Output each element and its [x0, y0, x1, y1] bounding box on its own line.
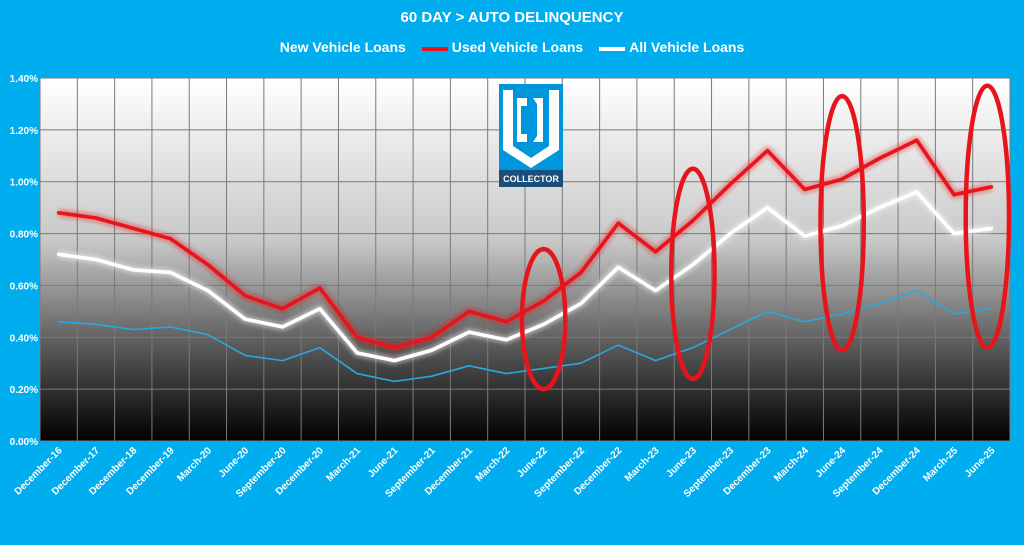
- x-tick-label: March-21: [324, 445, 363, 484]
- y-tick-label: 1.20%: [10, 126, 38, 137]
- x-tick-label: March-23: [623, 445, 662, 484]
- y-tick-label: 0.00%: [10, 437, 38, 448]
- x-axis: December-16December-17December-18Decembe…: [13, 445, 998, 500]
- x-tick-label: June-25: [963, 445, 998, 480]
- series-group: [56, 136, 994, 383]
- x-tick-label: March-20: [175, 445, 214, 484]
- legend-label-all: All Vehicle Loans: [629, 39, 745, 56]
- x-tick-label: March-22: [474, 445, 513, 484]
- legend-swatch-all: [599, 46, 626, 51]
- y-tick-label: 0.80%: [10, 230, 38, 241]
- series-line-0: [57, 289, 993, 383]
- legend: New Vehicle Loans Used Vehicle Loans All…: [0, 38, 1024, 55]
- legend-label-new: New Vehicle Loans: [279, 39, 406, 56]
- highlight-ellipse: [668, 166, 717, 382]
- x-tick-label: June-24: [814, 445, 849, 480]
- legend-item-all: All Vehicle Loans: [599, 39, 744, 55]
- series-line-2: [56, 190, 994, 363]
- cu-collector-logo: COLLECTOR: [499, 84, 563, 187]
- y-tick-label: 0.60%: [10, 281, 38, 292]
- legend-label-used: Used Vehicle Loans: [451, 39, 584, 56]
- chart-title: 60 DAY > AUTO DELINQUENCY: [400, 9, 624, 26]
- legend-item-new: New Vehicle Loans: [280, 39, 406, 55]
- highlight-ellipse: [519, 246, 568, 392]
- legend-swatch-used: [421, 46, 448, 51]
- y-tick-label: 1.40%: [10, 74, 38, 85]
- legend-item-used: Used Vehicle Loans: [421, 39, 584, 56]
- series-line-1: [56, 138, 994, 350]
- x-tick-label: June-21: [366, 445, 401, 480]
- x-tick-label: June-20: [217, 445, 252, 480]
- y-tick-label: 1.00%: [10, 178, 38, 189]
- y-tick-label: 0.40%: [10, 333, 38, 344]
- annotations: [519, 83, 1012, 392]
- logo-caption: COLLECTOR: [503, 174, 559, 184]
- x-tick-label: March-25: [921, 445, 960, 484]
- x-tick-label: June-22: [515, 445, 550, 480]
- highlight-ellipse: [963, 83, 1012, 350]
- y-tick-label: 0.20%: [10, 385, 38, 396]
- y-axis: 0.00% 0.20% 0.40% 0.60% 0.80% 1.00% 1.20% 1.40%: [10, 74, 38, 448]
- x-tick-label: June-23: [665, 445, 700, 480]
- x-tick-label: March-24: [772, 445, 811, 484]
- highlight-ellipse: [818, 93, 867, 353]
